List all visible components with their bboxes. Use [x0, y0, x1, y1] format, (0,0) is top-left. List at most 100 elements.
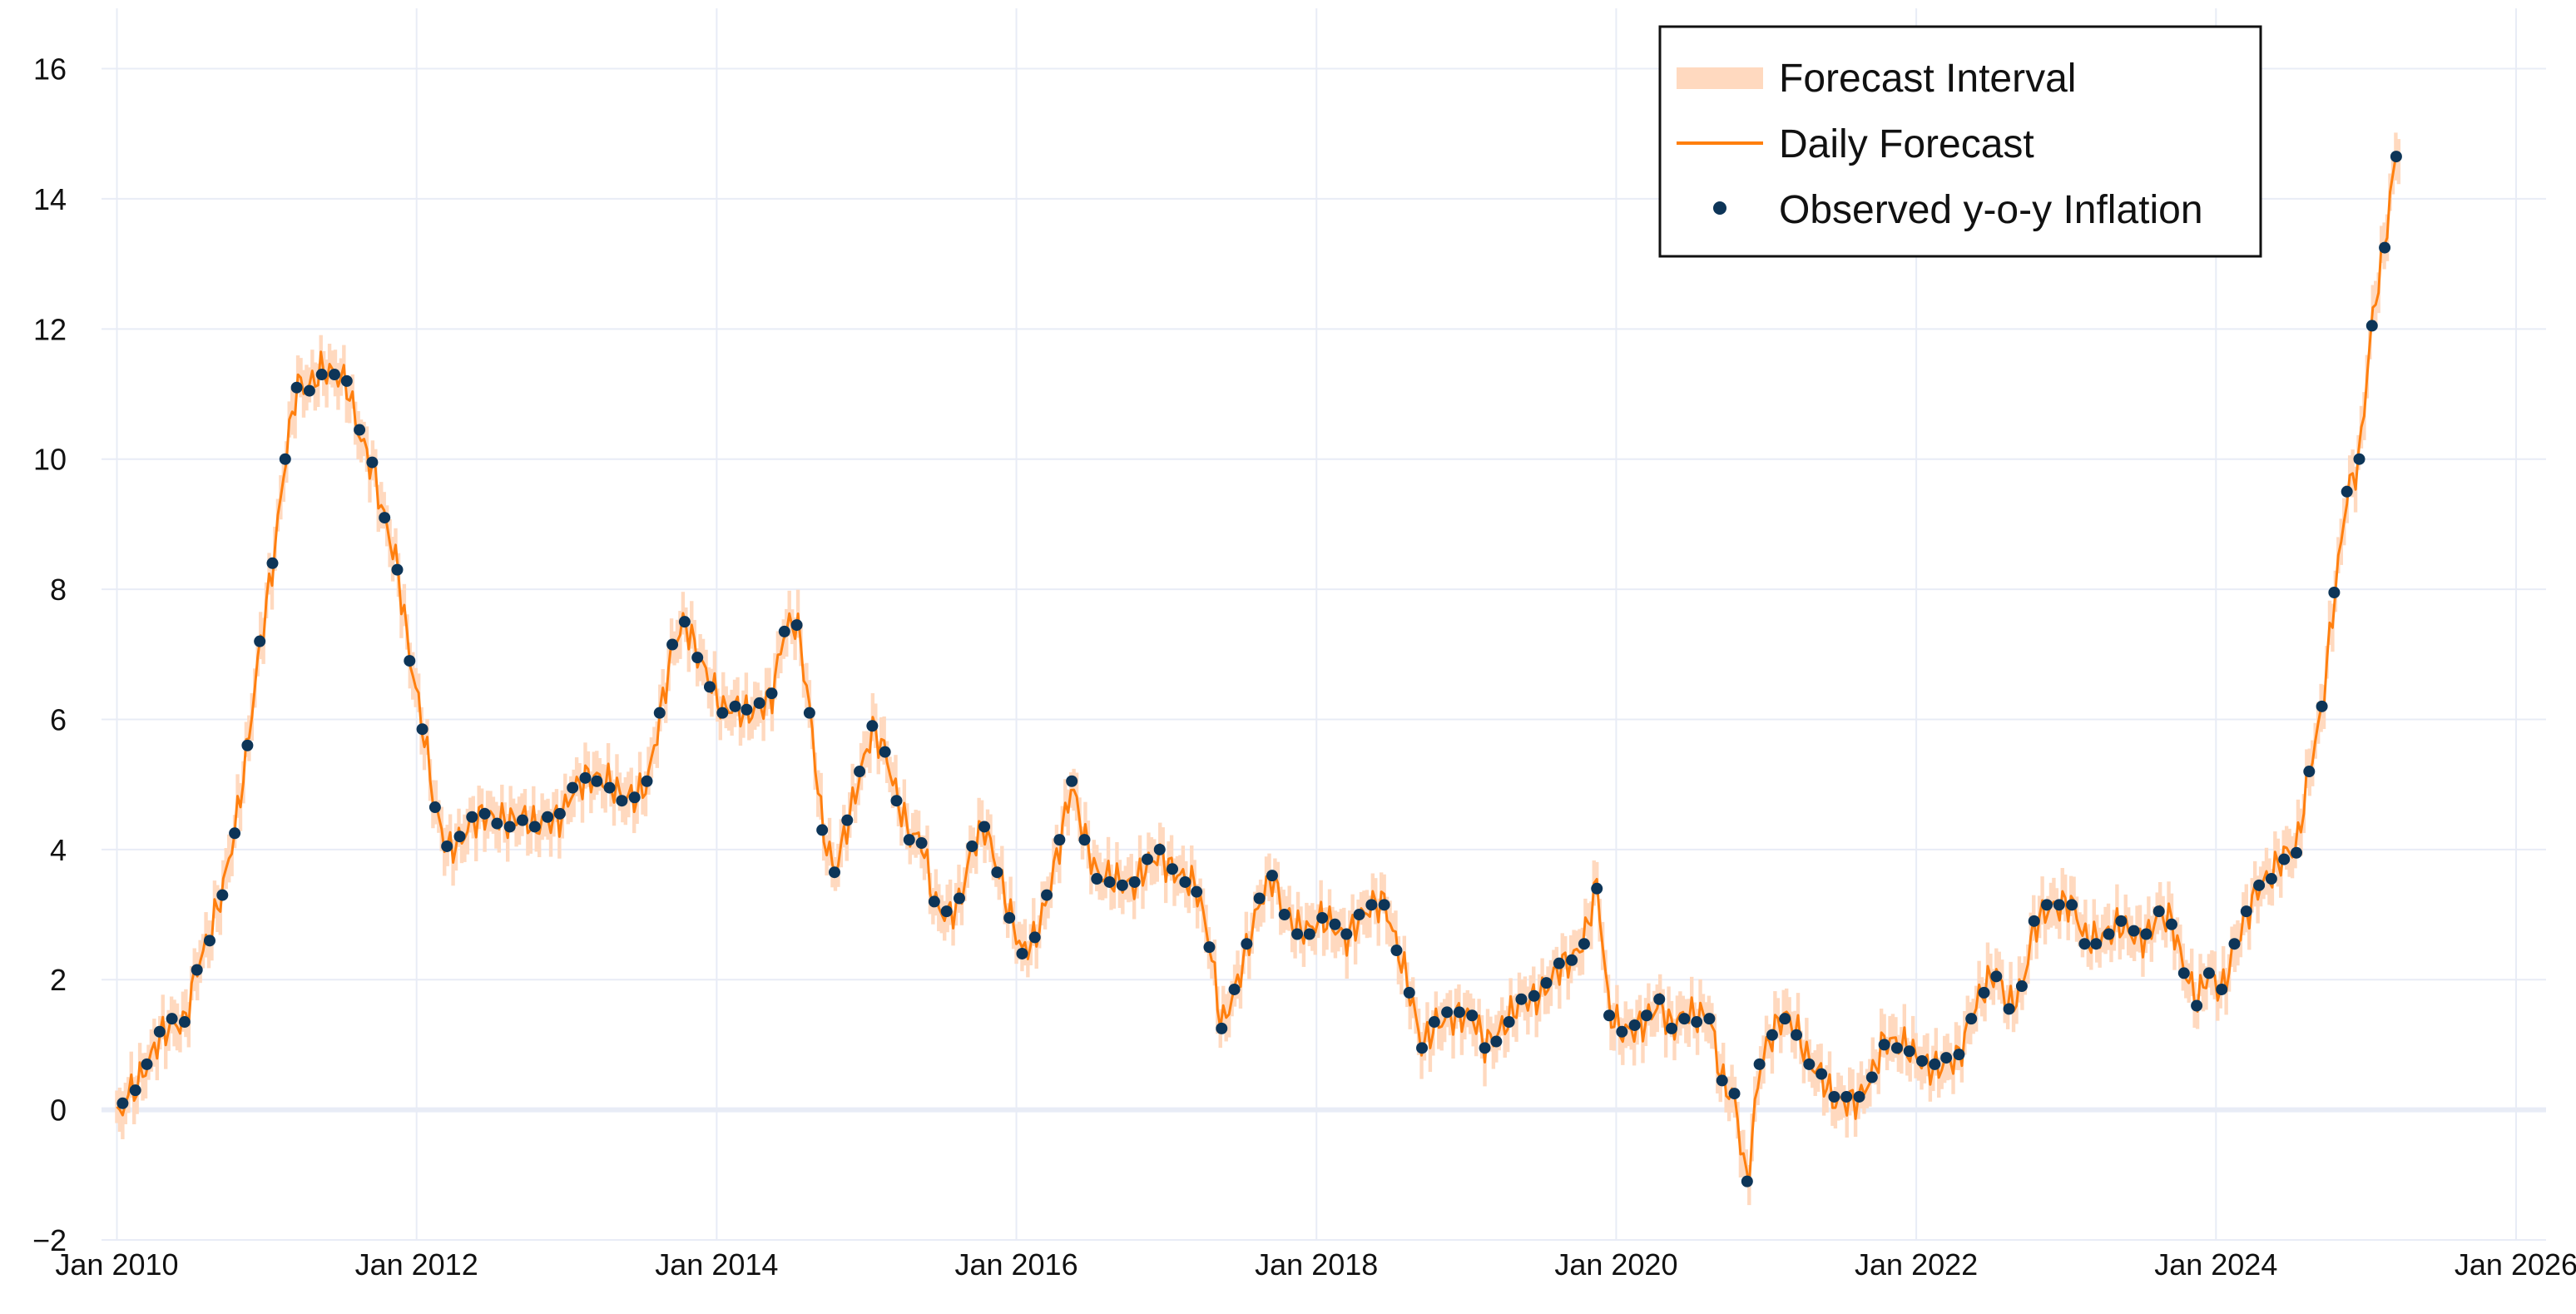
observed-point: [879, 746, 891, 758]
observed-point: [1490, 1035, 1503, 1048]
observed-point: [1291, 928, 1304, 940]
observed-point: [2253, 879, 2266, 891]
observed-point: [2115, 915, 2128, 927]
observed-point: [1741, 1175, 1753, 1188]
observed-point: [1116, 879, 1128, 891]
observed-point: [328, 369, 340, 381]
observed-point: [1278, 909, 1290, 921]
observed-point: [1816, 1068, 1828, 1080]
observed-point: [1553, 957, 1565, 969]
grid-lines: [102, 8, 2546, 1241]
observed-point: [2278, 853, 2291, 865]
legend-label-daily-forecast: Daily Forecast: [1779, 122, 2034, 166]
observed-point: [1403, 986, 1415, 999]
observed-point: [2216, 983, 2228, 995]
observed-point: [1466, 1009, 1479, 1022]
observed-point: [890, 795, 903, 807]
observed-point: [1616, 1025, 1628, 1038]
observed-point: [491, 817, 503, 830]
observed-point: [1066, 775, 1078, 787]
observed-point: [2365, 320, 2378, 332]
observed-point: [1878, 1039, 1890, 1051]
y-tick-label-9: 16: [33, 52, 67, 87]
observed-point: [2028, 915, 2040, 927]
observed-point: [528, 821, 541, 833]
observed-point: [315, 369, 328, 381]
observed-point: [340, 374, 353, 387]
observed-point: [1779, 1013, 1791, 1025]
observed-point: [1940, 1052, 1953, 1064]
observed-point: [1591, 882, 1603, 895]
observed-point: [603, 781, 616, 794]
observed-point: [2103, 928, 2115, 940]
observed-point: [1053, 834, 1066, 846]
observed-point: [2166, 918, 2178, 930]
observed-point: [141, 1058, 153, 1070]
observed-point: [1353, 909, 1365, 921]
observed-point: [1840, 1090, 1853, 1103]
observed-point: [1303, 928, 1315, 940]
observed-point: [2353, 453, 2365, 465]
observed-point: [579, 771, 592, 784]
observed-point: [1141, 853, 1153, 865]
observed-point: [466, 811, 478, 823]
observed-point: [1390, 945, 1403, 957]
observed-point: [915, 837, 928, 850]
observed-point: [616, 795, 628, 807]
observed-point: [2202, 967, 2215, 979]
observed-point: [803, 707, 815, 719]
observed-point: [1903, 1045, 1915, 1058]
observed-point: [1167, 863, 1179, 875]
observed-point: [379, 512, 391, 524]
observed-point: [542, 811, 554, 823]
observed-point: [2015, 980, 2028, 993]
observed-point: [703, 681, 716, 693]
observed-point: [1340, 928, 1353, 940]
observed-point: [229, 827, 241, 840]
observed-point: [691, 652, 704, 664]
observed-point: [1329, 918, 1341, 930]
observed-point: [1103, 875, 1116, 888]
observed-point: [1091, 873, 1103, 885]
observed-point: [1929, 1058, 1941, 1070]
observed-point: [429, 801, 441, 814]
observed-point: [1703, 1013, 1716, 1025]
observed-point: [1316, 911, 1329, 924]
y-axis-ticks: −2 0 2 4 6 8 10 12 14 16: [32, 52, 67, 1257]
y-tick-label-4: 6: [50, 702, 67, 736]
observed-point: [966, 840, 978, 852]
observed-point: [2140, 928, 2152, 940]
observed-point: [1766, 1029, 1778, 1041]
observed-point: [1028, 931, 1041, 944]
observed-point: [191, 964, 203, 976]
observed-point: [753, 697, 765, 709]
observed-point: [567, 781, 579, 794]
daily-forecast-path: [116, 155, 2400, 1187]
observed-point: [1479, 1042, 1491, 1054]
observed-point: [2265, 873, 2277, 885]
observed-point: [1791, 1029, 1803, 1041]
observed-point: [1253, 892, 1266, 905]
observed-point: [416, 723, 429, 736]
observed-point: [1216, 1022, 1228, 1034]
observed-point: [841, 814, 854, 826]
x-tick-label-8: Jan 2026: [2455, 1247, 2576, 1282]
y-tick-label-2: 2: [50, 963, 67, 997]
observed-point: [778, 625, 790, 637]
observed-point: [366, 456, 379, 469]
y-tick-label-0: −2: [32, 1223, 67, 1257]
observed-point: [2177, 967, 2190, 979]
observed-points: [116, 151, 2402, 1188]
observed-point: [1441, 1006, 1454, 1019]
x-tick-label-6: Jan 2022: [1855, 1247, 1978, 1282]
observed-point: [2078, 938, 2091, 950]
observed-point: [991, 866, 1003, 879]
observed-point: [1566, 954, 1578, 966]
observed-point: [1241, 938, 1253, 950]
observed-point: [1578, 938, 1590, 950]
observed-point: [790, 619, 803, 632]
x-tick-label-0: Jan 2010: [55, 1247, 178, 1282]
observed-point: [854, 766, 866, 778]
observed-point: [1428, 1016, 1440, 1029]
